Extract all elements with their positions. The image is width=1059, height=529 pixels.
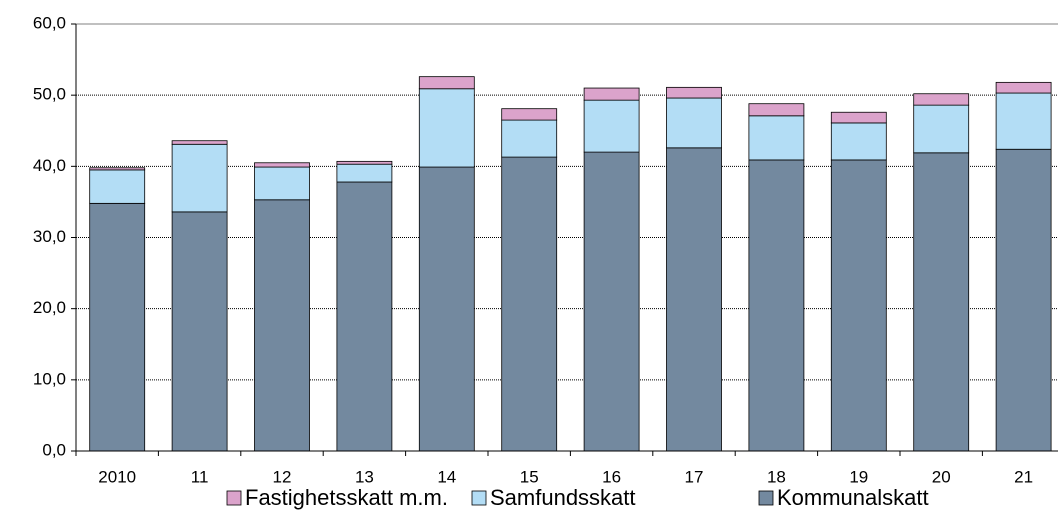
x-tick-label: 2010 bbox=[98, 467, 136, 486]
bar-segment bbox=[666, 86, 722, 99]
legend-swatch bbox=[471, 490, 487, 506]
bar-segment bbox=[501, 119, 558, 158]
bar-segment bbox=[336, 163, 393, 183]
bar-segment bbox=[995, 148, 1052, 452]
bar-segment bbox=[89, 167, 146, 171]
y-tick-label: 20,0 bbox=[33, 298, 66, 317]
y-tick-label: 50,0 bbox=[33, 85, 66, 104]
y-tick-label: 40,0 bbox=[33, 156, 66, 175]
bar-segment bbox=[501, 156, 558, 452]
y-tick-label: 10,0 bbox=[33, 369, 66, 388]
bar-segment bbox=[171, 143, 228, 213]
bar-segment bbox=[254, 166, 310, 201]
bar-segment bbox=[254, 199, 310, 452]
x-tick-label: 13 bbox=[355, 467, 374, 486]
bar-segment bbox=[501, 108, 558, 121]
bar-segment bbox=[913, 104, 970, 154]
x-tick-label: 15 bbox=[520, 467, 539, 486]
bar-segment bbox=[748, 103, 805, 117]
x-tick-label: 20 bbox=[932, 467, 951, 486]
bar-segment bbox=[830, 122, 887, 161]
bar-segment bbox=[995, 92, 1052, 150]
bar-segment bbox=[666, 147, 722, 452]
bar-segment bbox=[583, 87, 640, 101]
y-tick-label: 0,0 bbox=[42, 440, 66, 459]
x-tick-label: 19 bbox=[849, 467, 868, 486]
bar-segment bbox=[913, 93, 970, 106]
bar-segment bbox=[583, 151, 640, 452]
x-tick-label: 11 bbox=[191, 467, 209, 486]
x-tick-label: 12 bbox=[273, 467, 292, 486]
bar-segment bbox=[583, 99, 640, 153]
x-tick-label: 18 bbox=[767, 467, 786, 486]
bar-segment bbox=[336, 160, 393, 165]
x-tick-label: 14 bbox=[437, 467, 456, 486]
legend-label: Samfundsskatt bbox=[490, 485, 636, 510]
bar-segment bbox=[913, 152, 970, 452]
bar-segment bbox=[666, 97, 722, 149]
bar-segment bbox=[748, 159, 805, 452]
y-tick-label: 60,0 bbox=[33, 13, 66, 32]
bar-segment bbox=[418, 88, 475, 168]
bar-segment bbox=[830, 159, 887, 452]
y-tick-label: 30,0 bbox=[33, 227, 66, 246]
legend-swatch bbox=[758, 490, 774, 506]
bar-segment bbox=[418, 166, 475, 452]
plot: 0,0 10,0 20,0 30,0 40,0 50,0 60,0 2010 11 12 13 14 1… bbox=[33, 13, 1058, 510]
legend-label: Kommunalskatt bbox=[777, 485, 929, 510]
bar-segment bbox=[748, 115, 805, 161]
bar-segment bbox=[254, 162, 310, 168]
bar-segment bbox=[418, 76, 475, 90]
bar-segment bbox=[89, 202, 146, 452]
x-tick-label: 21 bbox=[1014, 467, 1033, 486]
legend-swatch bbox=[226, 490, 242, 506]
legend-label: Fastighetsskatt m.m. bbox=[245, 485, 448, 510]
bar-segment bbox=[336, 181, 393, 452]
bar-segment bbox=[171, 211, 228, 452]
bar-segment bbox=[995, 81, 1052, 94]
x-tick-label: 16 bbox=[602, 467, 621, 486]
bar-segment bbox=[830, 111, 887, 124]
bar-segment bbox=[89, 169, 146, 204]
x-tick-label: 17 bbox=[685, 467, 704, 486]
bar-segment bbox=[171, 140, 228, 145]
